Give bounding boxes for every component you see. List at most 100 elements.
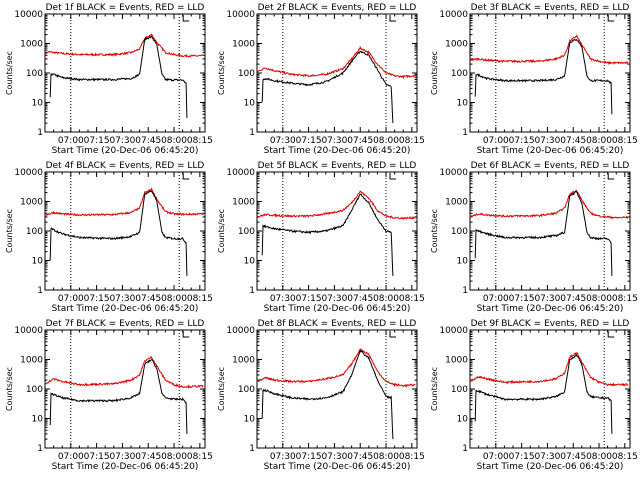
x-tick-label: 08:00 xyxy=(586,294,612,304)
x-tick-label: 08:00 xyxy=(586,136,612,146)
x-tick-label: 07:30 xyxy=(270,452,296,462)
y-tick-label: 100 xyxy=(26,227,43,237)
y-tick-label: 100 xyxy=(238,385,255,395)
y-tick-label: 10000 xyxy=(439,10,468,20)
y-tick-label: 10000 xyxy=(14,10,43,20)
y-tick-label: 10000 xyxy=(439,168,468,178)
series-line-lld xyxy=(469,189,629,220)
chart-panel-8: Det 8f BLACK = Events, RED = LLD 1 10 100 10… xyxy=(217,319,425,472)
y-tick-label: 1 xyxy=(249,286,255,296)
y-tick-label: 10 xyxy=(32,257,44,267)
chart-title: Det 8f BLACK = Events, RED = LLD xyxy=(258,319,417,329)
chart-title: Det 9f BLACK = Events, RED = LLD xyxy=(471,319,630,329)
y-tick-label: 1 xyxy=(249,128,255,138)
x-tick-label: 08:00 xyxy=(373,294,399,304)
y-axis-label: Counts/sec xyxy=(430,51,439,95)
x-tick-label: 07:45 xyxy=(560,136,586,146)
x-tick-label: 07:45 xyxy=(347,452,373,462)
chart-panel-9: Det 9f BLACK = Events, RED = LLD 1 10 100 10… xyxy=(430,319,638,472)
chart-title: Det 2f BLACK = Events, RED = LLD xyxy=(258,3,417,13)
x-tick-label: 07:00 xyxy=(58,136,84,146)
x-axis-label: Start Time (20-Dec-06 06:45:20) xyxy=(52,304,199,314)
x-tick-label: 08:15 xyxy=(399,136,425,146)
y-tick-label: 10000 xyxy=(226,326,255,336)
y-tick-label: 10 xyxy=(32,415,44,425)
y-tick-label: 1 xyxy=(37,128,43,138)
x-tick-label: 08:00 xyxy=(161,452,187,462)
x-tick-label: 07:30 xyxy=(109,294,135,304)
x-tick-label: 07:30 xyxy=(534,294,560,304)
series-line-events xyxy=(261,193,394,276)
chart-panel-3: Det 3f BLACK = Events, RED = LLD 1 10 100 10… xyxy=(430,3,638,156)
x-tick-label: 07:15 xyxy=(509,294,535,304)
x-axis-label: Start Time (20-Dec-06 06:45:20) xyxy=(264,304,411,314)
x-tick-label: 08:15 xyxy=(612,452,638,462)
y-tick-label: 1000 xyxy=(232,356,255,366)
y-tick-label: 10 xyxy=(244,415,256,425)
x-tick-label: 08:00 xyxy=(161,294,187,304)
series-line-lld xyxy=(469,351,629,387)
y-tick-label: 1000 xyxy=(20,40,43,50)
series-line-events xyxy=(474,39,613,115)
y-tick-label: 10 xyxy=(457,99,469,109)
x-axis-label: Start Time (20-Dec-06 06:45:20) xyxy=(477,462,624,472)
x-tick-label: 07:30 xyxy=(321,452,347,462)
chart-title: Det 7f BLACK = Events, RED = LLD xyxy=(46,319,205,329)
chart-panel-6: Det 6f BLACK = Events, RED = LLD 1 10 100 10… xyxy=(430,161,638,314)
x-tick-label: 08:15 xyxy=(399,452,425,462)
x-tick-label: 07:15 xyxy=(509,452,535,462)
x-tick-label: 07:45 xyxy=(135,294,161,304)
chart-title: Det 3f BLACK = Events, RED = LLD xyxy=(471,3,630,13)
y-tick-label: 100 xyxy=(451,69,468,79)
y-tick-label: 10000 xyxy=(14,326,43,336)
x-tick-label: 07:00 xyxy=(483,136,509,146)
series-line-lld xyxy=(44,355,204,389)
y-tick-label: 100 xyxy=(26,385,43,395)
y-tick-label: 1 xyxy=(249,444,255,454)
y-tick-label: 100 xyxy=(238,69,255,79)
series-line-events xyxy=(474,191,613,276)
attenuator-marker xyxy=(389,331,397,338)
x-tick-label: 07:30 xyxy=(270,136,296,146)
x-axis-label: Start Time (20-Dec-06 06:45:20) xyxy=(264,462,411,472)
y-tick-label: 1000 xyxy=(20,356,43,366)
attenuator-marker xyxy=(607,173,615,180)
y-tick-label: 1000 xyxy=(445,40,468,50)
y-tick-label: 10000 xyxy=(14,168,43,178)
x-tick-label: 08:00 xyxy=(373,452,399,462)
x-tick-label: 07:00 xyxy=(58,294,84,304)
x-axis-label: Start Time (20-Dec-06 06:45:20) xyxy=(477,146,624,156)
y-tick-label: 1000 xyxy=(445,356,468,366)
y-tick-label: 10 xyxy=(457,415,469,425)
x-tick-label: 07:30 xyxy=(534,452,560,462)
y-tick-label: 10 xyxy=(244,99,256,109)
x-tick-label: 08:00 xyxy=(373,136,399,146)
x-tick-label: 08:15 xyxy=(399,294,425,304)
x-tick-label: 07:45 xyxy=(347,136,373,146)
y-axis-label: Counts/sec xyxy=(430,209,439,253)
series-line-events xyxy=(261,50,394,124)
x-tick-label: 07:15 xyxy=(84,136,110,146)
y-tick-label: 10 xyxy=(32,99,44,109)
y-tick-label: 1 xyxy=(462,128,468,138)
attenuator-marker xyxy=(182,173,190,180)
x-tick-label: 07:15 xyxy=(296,294,322,304)
y-tick-label: 1000 xyxy=(445,198,468,208)
x-tick-label: 07:30 xyxy=(321,294,347,304)
chart-title: Det 5f BLACK = Events, RED = LLD xyxy=(258,161,417,171)
chart-panel-2: Det 2f BLACK = Events, RED = LLD 1 10 100 10… xyxy=(217,3,425,156)
series-line-events xyxy=(49,190,188,276)
series-line-events xyxy=(261,349,394,440)
y-axis-label: Counts/sec xyxy=(5,209,14,253)
chart-panel-4: Det 4f BLACK = Events, RED = LLD 1 10 100 10… xyxy=(5,161,213,314)
x-axis-label: Start Time (20-Dec-06 06:45:20) xyxy=(477,304,624,314)
y-tick-label: 1 xyxy=(462,444,468,454)
x-tick-label: 07:45 xyxy=(135,452,161,462)
y-tick-label: 10 xyxy=(244,257,256,267)
y-tick-label: 100 xyxy=(451,385,468,395)
y-tick-label: 1000 xyxy=(232,198,255,208)
series-line-lld xyxy=(256,190,416,220)
x-axis-label: Start Time (20-Dec-06 06:45:20) xyxy=(264,146,411,156)
chart-title: Det 4f BLACK = Events, RED = LLD xyxy=(46,161,205,171)
